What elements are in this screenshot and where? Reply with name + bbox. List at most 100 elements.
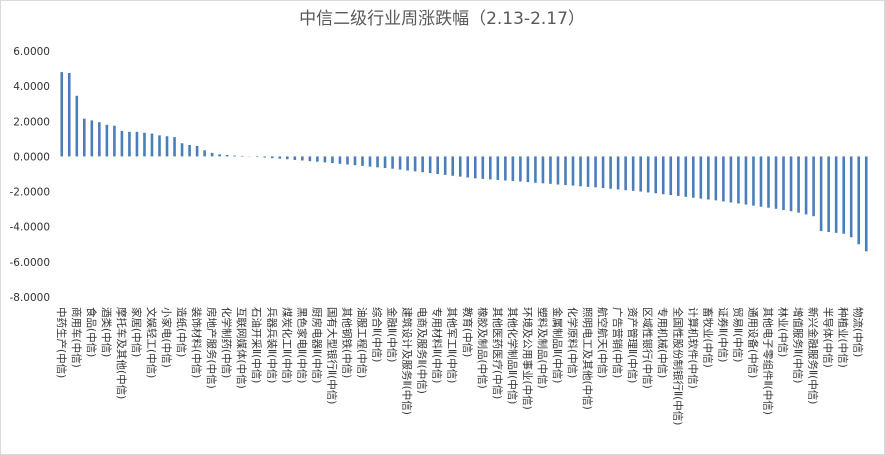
x-tick-label: 全国性股份制银行Ⅱ(中信) <box>671 307 684 425</box>
x-tick-label: 专用机械(中信) <box>656 307 669 378</box>
bar <box>631 156 635 191</box>
chart-title: 中信二级行业周涨跌幅（2.13-2.17） <box>299 9 585 29</box>
bar <box>699 156 703 199</box>
bar <box>661 156 665 195</box>
bar <box>834 156 838 233</box>
bar <box>173 137 176 157</box>
bar <box>436 156 439 174</box>
bar <box>323 156 327 163</box>
bar <box>188 145 191 157</box>
bar <box>458 156 462 177</box>
bar <box>624 156 627 191</box>
bar <box>195 145 199 157</box>
x-tick-label: 商用车(中信) <box>70 307 83 368</box>
bar <box>165 136 169 157</box>
bar <box>150 133 154 157</box>
bar <box>571 156 575 186</box>
bar <box>519 156 522 182</box>
bar <box>263 156 267 158</box>
bar <box>819 156 823 232</box>
y-tick-label: 2.0000 <box>13 116 50 128</box>
bar <box>737 156 740 204</box>
bar <box>105 124 109 157</box>
x-tick-label: 半导体(中信) <box>822 307 835 368</box>
bar <box>759 156 763 207</box>
bar <box>609 156 612 189</box>
y-tick-label: 0.0000 <box>13 151 50 163</box>
x-tick-label: 塑料及制品(中信) <box>536 307 549 389</box>
x-tick-label: 金融Ⅱ(中信) <box>386 307 399 362</box>
bar <box>842 156 845 234</box>
x-tick-label: 煤炭化工Ⅱ(中信) <box>280 307 293 383</box>
x-tick-label: 小家电(中信) <box>160 307 173 368</box>
bar <box>496 156 500 180</box>
bar <box>210 152 214 157</box>
bar <box>541 156 545 184</box>
x-tick-label: 种植业(中信) <box>837 307 850 368</box>
bar <box>346 156 349 165</box>
bar <box>113 125 116 157</box>
x-tick-label: 新兴金融服务Ⅱ(中信) <box>807 307 820 404</box>
x-tick-label: 增值服务Ⅱ(中信) <box>792 307 805 383</box>
bar <box>225 155 229 157</box>
y-tick-label: 6.0000 <box>13 46 50 58</box>
x-tick-label: 物流(中信) <box>852 307 865 357</box>
x-tick-label: 其他军工Ⅱ(中信) <box>446 307 459 383</box>
bar <box>180 143 184 157</box>
x-tick-label: 航空航天(中信) <box>596 307 609 378</box>
bar <box>692 156 695 198</box>
bar <box>857 156 861 245</box>
bar <box>361 156 364 166</box>
x-tick-label: 教育(中信) <box>461 307 474 357</box>
bar <box>489 156 492 180</box>
bar <box>481 156 485 179</box>
bar <box>639 156 642 192</box>
bar <box>413 156 417 172</box>
bar <box>601 156 605 189</box>
x-tick-label: 贸易Ⅱ(中信) <box>731 307 744 362</box>
bar <box>98 122 101 157</box>
bar <box>827 156 830 232</box>
x-tick-label: 照明电工及其他(中信) <box>581 307 594 410</box>
bar <box>864 156 868 252</box>
bar <box>255 156 259 157</box>
x-tick-label: 通用设备(中信) <box>746 307 759 378</box>
x-tick-label: 其他医药医疗(中信) <box>491 307 504 399</box>
bar <box>812 156 815 217</box>
x-tick-label: 文娱轻工(中信) <box>145 307 158 378</box>
x-tick-label: 其他钢铁(中信) <box>340 307 353 378</box>
bar <box>240 155 244 157</box>
bar <box>797 156 800 213</box>
x-tick-label: 计算机软件(中信) <box>686 307 699 389</box>
x-tick-label: 房地产服务(中信) <box>205 307 218 389</box>
x-tick-label: 油服工程(中信) <box>356 307 369 378</box>
bar <box>158 135 161 157</box>
bar <box>353 156 357 166</box>
x-tick-label: 其他电子零组件Ⅱ(中信) <box>762 307 775 415</box>
x-tick-label: 中药生产(中信) <box>55 307 68 378</box>
bar <box>428 156 432 174</box>
bar <box>676 156 680 196</box>
x-tick-label: 金属制品Ⅱ(中信) <box>551 307 564 383</box>
bar <box>60 72 64 157</box>
bar <box>90 120 94 157</box>
bar <box>849 156 853 238</box>
bar <box>586 156 590 187</box>
bar <box>270 156 274 159</box>
bar <box>526 156 530 183</box>
x-tick-label: 黑色家电Ⅱ(中信) <box>295 307 308 383</box>
bar <box>511 156 515 182</box>
bar <box>368 156 372 167</box>
x-tick-label: 装饰材料(中信) <box>190 307 203 378</box>
bar <box>316 156 319 162</box>
bar <box>278 156 282 159</box>
bar <box>383 156 387 169</box>
bar <box>669 156 673 196</box>
bar <box>451 156 455 176</box>
bar <box>789 156 793 212</box>
bar <box>376 156 379 168</box>
bar <box>218 154 221 157</box>
bar <box>421 156 424 173</box>
